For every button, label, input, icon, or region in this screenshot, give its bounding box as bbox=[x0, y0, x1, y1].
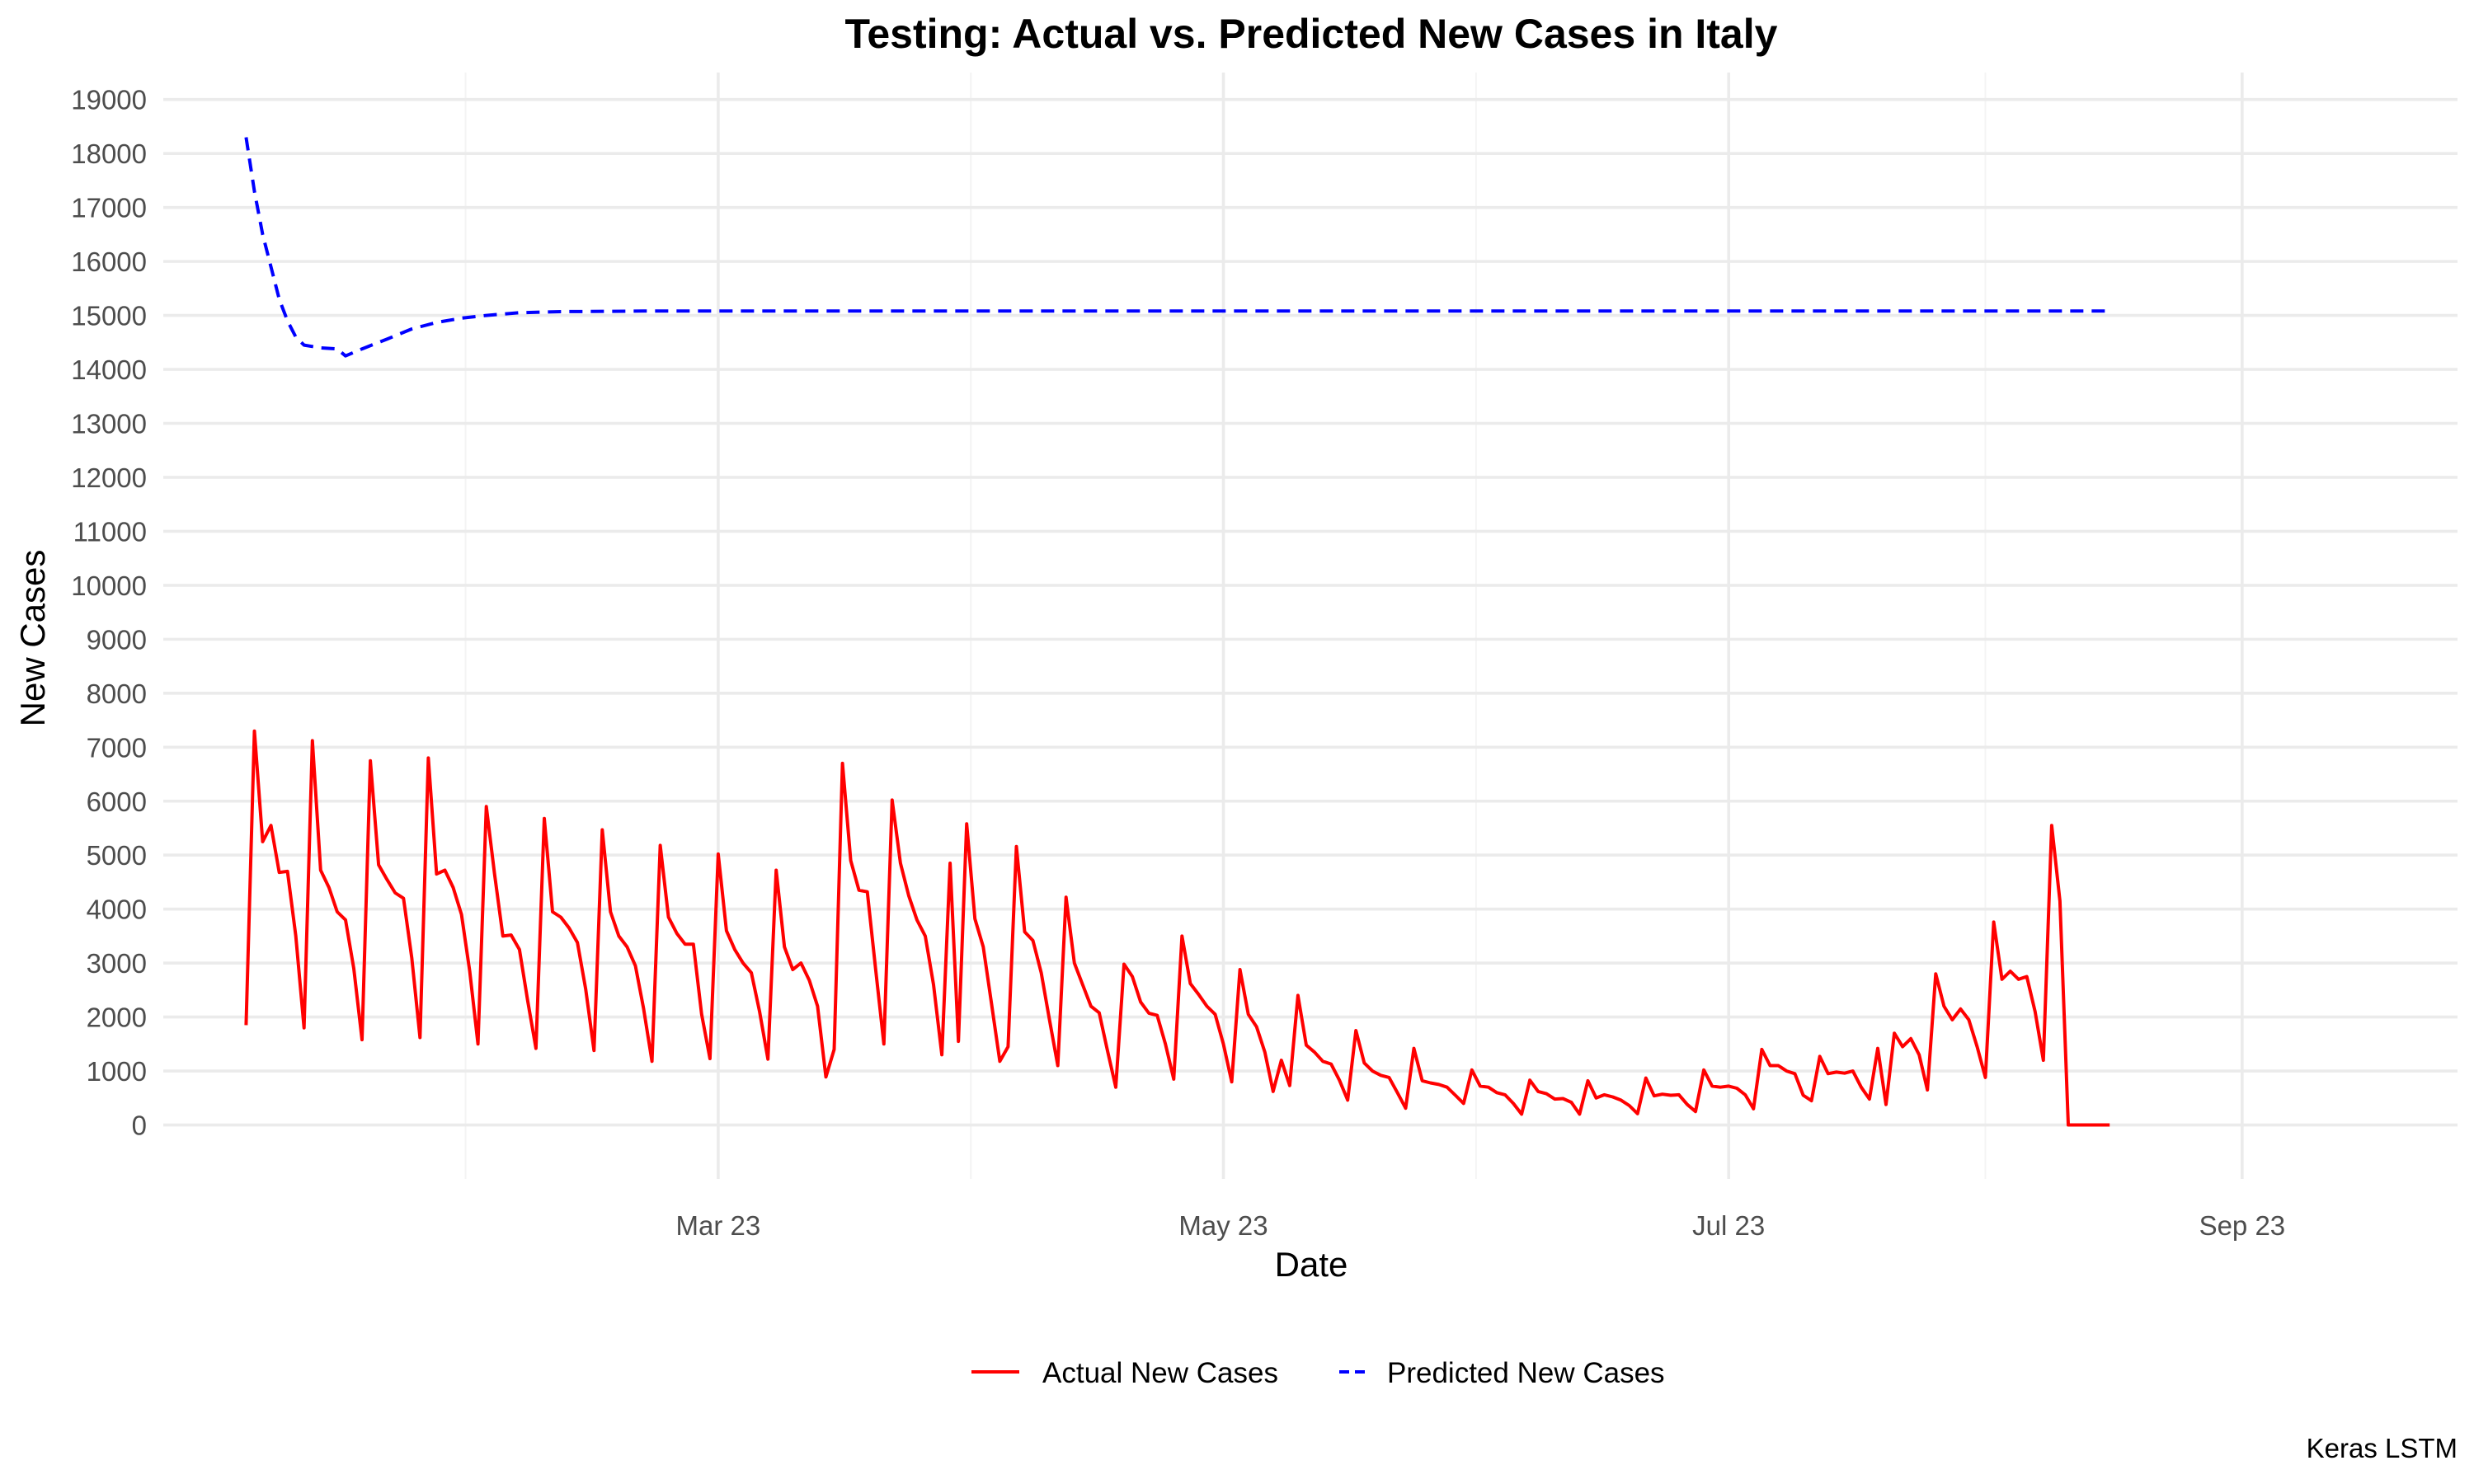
y-tick-label: 19000 bbox=[71, 85, 147, 115]
y-tick-label: 1000 bbox=[87, 1056, 147, 1087]
y-tick-label: 14000 bbox=[71, 355, 147, 385]
y-tick-label: 10000 bbox=[71, 571, 147, 601]
y-tick-label: 4000 bbox=[87, 895, 147, 925]
grid-lines bbox=[163, 73, 2458, 1179]
legend-label-actual: Actual New Cases bbox=[1042, 1357, 1278, 1389]
y-tick-label: 2000 bbox=[87, 1003, 147, 1033]
chart-title: Testing: Actual vs. Predicted New Cases … bbox=[845, 11, 1778, 57]
legend: Actual New Cases Predicted New Cases bbox=[971, 1357, 1665, 1389]
y-tick-label: 17000 bbox=[71, 193, 147, 223]
x-tick-label: Mar 23 bbox=[676, 1210, 761, 1241]
y-tick-label: 16000 bbox=[71, 247, 147, 277]
x-axis-title: Date bbox=[1275, 1245, 1348, 1284]
y-tick-label: 8000 bbox=[87, 679, 147, 709]
x-tick-label: May 23 bbox=[1178, 1210, 1268, 1241]
chart-caption: Keras LSTM bbox=[2307, 1433, 2458, 1463]
y-tick-label: 18000 bbox=[71, 139, 147, 169]
legend-label-predicted: Predicted New Cases bbox=[1387, 1357, 1665, 1389]
x-tick-label: Sep 23 bbox=[2199, 1210, 2286, 1241]
predicted-cases-line bbox=[244, 137, 2110, 358]
y-tick-label: 15000 bbox=[71, 301, 147, 331]
x-tick-label: Jul 23 bbox=[1692, 1210, 1765, 1241]
y-axis-title: New Cases bbox=[13, 550, 52, 727]
y-tick-label: 5000 bbox=[87, 840, 147, 871]
y-axis-ticks: 0 1000 2000 3000 4000 5000 6000 7000 8000 9000 100… bbox=[71, 85, 147, 1141]
actual-cases-line bbox=[244, 729, 2110, 1127]
y-tick-label: 13000 bbox=[71, 409, 147, 439]
y-tick-label: 3000 bbox=[87, 948, 147, 979]
x-axis-ticks: Mar 23 May 23 Jul 23 Sep 23 bbox=[676, 1210, 2286, 1241]
y-tick-label: 7000 bbox=[87, 732, 147, 763]
y-tick-label: 0 bbox=[132, 1111, 147, 1141]
y-tick-label: 11000 bbox=[73, 516, 147, 547]
y-tick-label: 9000 bbox=[87, 624, 147, 655]
y-tick-label: 12000 bbox=[71, 463, 147, 493]
series-lines bbox=[244, 137, 2110, 1127]
y-tick-label: 6000 bbox=[87, 787, 147, 817]
